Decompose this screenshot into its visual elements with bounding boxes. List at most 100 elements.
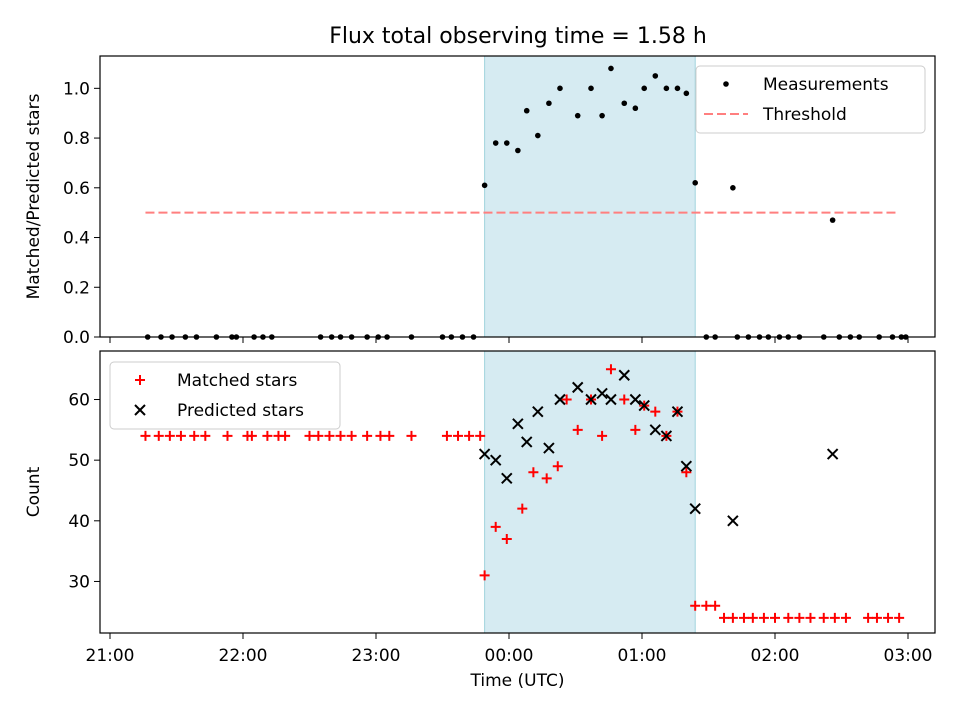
predicted-star-point [671,405,684,418]
predicted-star-point [596,387,608,400]
matched-star-point [324,430,335,441]
predicted-star-point [478,448,491,460]
matched-star-point [528,467,539,478]
matched-star-point [517,503,528,514]
predicted-star-point [521,436,533,448]
matched-star-point [552,461,563,472]
y-tick-label: 0.2 [63,278,90,298]
matched-star-point [883,612,894,623]
measurement-point [492,140,499,146]
bottom-panel: 30 40 50 60 21:00 22:00 23:00 00:00 01:00 02:00 03… [24,350,936,691]
matched-star-point [375,430,386,441]
x-tick-label: 00:00 [485,646,534,666]
measurement-point [481,182,488,189]
y-tick-label: 0.8 [63,129,90,149]
predicted-star-point [727,515,739,527]
matched-star-point [770,612,780,623]
legend-plus-marker [135,375,145,385]
matched-star-point [541,473,552,484]
matched-star-point [200,430,211,441]
x-tick-label: 03:00 [884,646,933,666]
x-tick-label: 21:00 [86,646,135,666]
legend-label: Measurements [763,75,889,95]
matched-star-point [605,364,616,375]
matched-star-point [805,612,816,623]
matched-star-point [475,430,486,441]
y-tick-label: 1.0 [63,79,90,99]
matched-star-point [840,612,851,623]
matched-star-point [747,612,758,623]
y-axis-label: Matched/Predicted stars [24,93,44,299]
measurement-point [641,85,648,92]
predicted-star-point [532,405,544,418]
matched-star-point [871,612,882,623]
y-tick-label: 60 [68,391,90,411]
predicted-star-point [489,454,502,466]
y-tick-label: 40 [68,512,90,532]
matched-star-point [479,570,490,581]
legend-label: Predicted stars [177,401,304,421]
matched-star-point [572,424,583,435]
top-panel: 0.0 0.2 0.4 0.6 0.8 1.0 Matched/Predicted star… [24,55,936,348]
matched-star-point [829,612,840,623]
legend-label: Threshold [762,105,847,125]
matched-star-point [727,612,738,623]
legend-box [109,361,341,430]
chart-title: Flux total observing time = 1.58 h [329,24,707,49]
matched-star-point [738,612,749,623]
predicted-star-point [605,393,617,406]
plot-frame [99,350,936,634]
predicted-star-point [512,418,524,430]
measurement-point [546,100,552,107]
measurement-point [535,132,541,139]
legend-dot-marker [723,81,729,87]
predicted-star-point [585,393,597,406]
matched-star-point [681,467,692,478]
predicted-star-point [572,381,584,394]
legend-x-marker [134,404,146,416]
matched-star-point [346,430,357,441]
matched-star-point [701,600,712,611]
matched-star-point [794,612,805,623]
predicted-star-point [680,460,693,472]
observing-window [484,350,696,634]
matched-star-point [490,521,501,532]
predicted-star-point [629,393,642,406]
measurement-point [730,184,736,191]
y-tick-label: 0.6 [63,179,90,199]
measurement-point [574,112,581,119]
matched-star-point [758,612,769,623]
predicted-star-point [689,502,701,515]
matched-star-point [280,430,291,441]
x-tick-label: 01:00 [618,646,667,666]
matched-star-point [710,600,721,611]
predicted-star-point [826,448,839,460]
matched-star-point [164,430,175,441]
matched-star-point [189,430,200,441]
measurement-point [652,73,659,79]
measurement-point [632,105,639,112]
matched-star-point [501,534,512,544]
predicted-star-point [554,393,566,406]
y-tick-label: 0.4 [63,229,90,249]
matched-star-point [719,612,730,623]
predicted-star-point [501,472,513,485]
matched-star-point [362,430,373,441]
matched-star-point [783,612,794,623]
measurement-point [674,85,681,92]
measurement-point [621,100,628,107]
y-tick-label: 0.0 [63,328,90,348]
measurement-point [588,85,594,92]
measurement-point [599,112,605,119]
measurement-point [515,147,521,154]
measurement-point [523,107,530,114]
measurement-point [829,217,836,223]
matched-star-point [630,424,641,435]
measurement-point [683,90,690,97]
predicted-star-point [543,442,555,454]
matched-star-point [246,430,257,441]
y-tick-label: 50 [68,451,90,471]
matched-star-point [384,430,395,441]
matched-star-point [262,430,273,441]
